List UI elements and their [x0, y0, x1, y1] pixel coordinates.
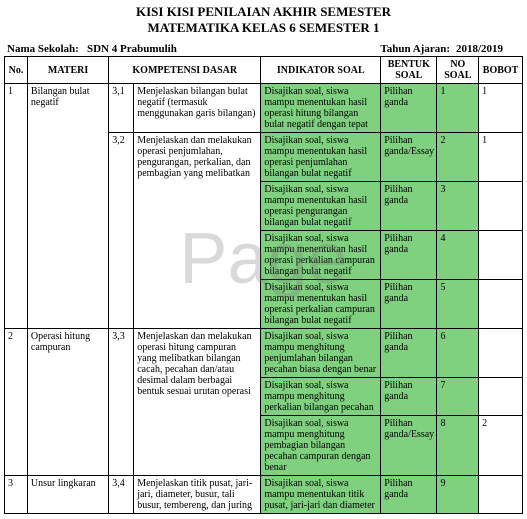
cell-nosoal: 3 — [437, 182, 479, 231]
cell-indikator: Disajikan soal, siswa mampu menentukan h… — [261, 84, 381, 133]
cell-bentuk: Pilihan ganda — [381, 182, 437, 231]
th-materi: MATERI — [27, 57, 108, 84]
cell-no: 3 — [5, 476, 28, 514]
cell-nosoal: 2 — [437, 133, 479, 182]
cell-indikator: Disajikan soal, siswa mampu menentukan h… — [261, 133, 381, 182]
cell-no: 2 — [5, 329, 28, 476]
cell-bentuk: Pilihan ganda/Essay — [381, 416, 437, 476]
cell-materi: Bilangan bulat negatif — [27, 84, 108, 329]
cell-bentuk: Pilihan ganda — [381, 231, 437, 280]
cell-bentuk: Pilihan ganda — [381, 329, 437, 378]
cell-bobot: 2 — [479, 416, 523, 476]
cell-indikator: Disajikan soal, siswa mampu menentukan t… — [261, 476, 381, 514]
cell-bentuk: Pilihan ganda — [381, 280, 437, 329]
cell-bobot — [479, 329, 523, 378]
cell-bobot — [479, 231, 523, 280]
cell-nosoal: 7 — [437, 378, 479, 416]
cell-kd: Menjelaskan dan melakukan operasi penjum… — [134, 133, 261, 329]
year-value: 2018/2019 — [453, 42, 523, 56]
meta-table: Nama Sekolah: SDN 4 Prabumulih Tahun Aja… — [4, 42, 523, 56]
th-bentuk: BENTUK SOAL — [381, 57, 437, 84]
cell-kd-no: 3,2 — [109, 133, 134, 329]
cell-no: 1 — [5, 84, 28, 329]
cell-bobot — [479, 476, 523, 514]
cell-kd-no: 3,3 — [109, 329, 134, 476]
cell-bentuk: Pilihan ganda — [381, 476, 437, 514]
cell-bobot — [479, 280, 523, 329]
cell-bobot: 1 — [479, 84, 523, 133]
cell-bentuk: Pilihan ganda — [381, 84, 437, 133]
th-bobot: BOBOT — [479, 57, 523, 84]
th-kd: KOMPETENSI DASAR — [109, 57, 261, 84]
cell-kd-no: 3,1 — [109, 84, 134, 133]
cell-indikator: Disajikan soal, siswa mampu menghitung p… — [261, 329, 381, 378]
doc-title-1: KISI KISI PENILAIAN AKHIR SEMESTER — [4, 4, 523, 20]
cell-bobot — [479, 378, 523, 416]
cell-materi: Unsur lingkaran — [27, 476, 108, 514]
cell-nosoal: 8 — [437, 416, 479, 476]
cell-bentuk: Pilihan ganda — [381, 378, 437, 416]
cell-nosoal: 4 — [437, 231, 479, 280]
th-no: No. — [5, 57, 28, 84]
cell-kd: Menjelaskan titik pusat, jari-jari, diam… — [134, 476, 261, 514]
cell-indikator: Disajikan soal, siswa mampu menentukan h… — [261, 280, 381, 329]
school-value: SDN 4 Prabumulih — [84, 42, 264, 56]
cell-indikator: Disajikan soal, siswa mampu menghitung p… — [261, 378, 381, 416]
cell-bobot — [479, 182, 523, 231]
cell-materi: Operasi hitung campuran — [27, 329, 108, 476]
cell-nosoal: 9 — [437, 476, 479, 514]
cell-kd-no: 3,4 — [109, 476, 134, 514]
school-label: Nama Sekolah: — [4, 42, 84, 56]
cell-indikator: Disajikan soal, siswa mampu menentukan h… — [261, 231, 381, 280]
cell-nosoal: 1 — [437, 84, 479, 133]
cell-bobot: 1 — [479, 133, 523, 182]
cell-nosoal: 5 — [437, 280, 479, 329]
doc-title-2: MATEMATIKA KELAS 6 SEMESTER 1 — [4, 20, 523, 36]
cell-nosoal: 6 — [437, 329, 479, 378]
year-label: Tahun Ajaran: — [373, 42, 453, 56]
cell-kd: Menjelaskan bilangan bulat negatif (term… — [134, 84, 261, 133]
cell-bentuk: Pilihan ganda/Essay — [381, 133, 437, 182]
th-nosoal: NO SOAL — [437, 57, 479, 84]
cell-kd: Menjelaskan dan melakukan operasi hitung… — [134, 329, 261, 476]
main-table: No. MATERI KOMPETENSI DASAR INDIKATOR SO… — [4, 56, 523, 514]
cell-indikator: Disajikan soal, siswa mampu menghitung p… — [261, 416, 381, 476]
cell-indikator: Disajikan soal, siswa mampu menentukan h… — [261, 182, 381, 231]
th-indikator: INDIKATOR SOAL — [261, 57, 381, 84]
